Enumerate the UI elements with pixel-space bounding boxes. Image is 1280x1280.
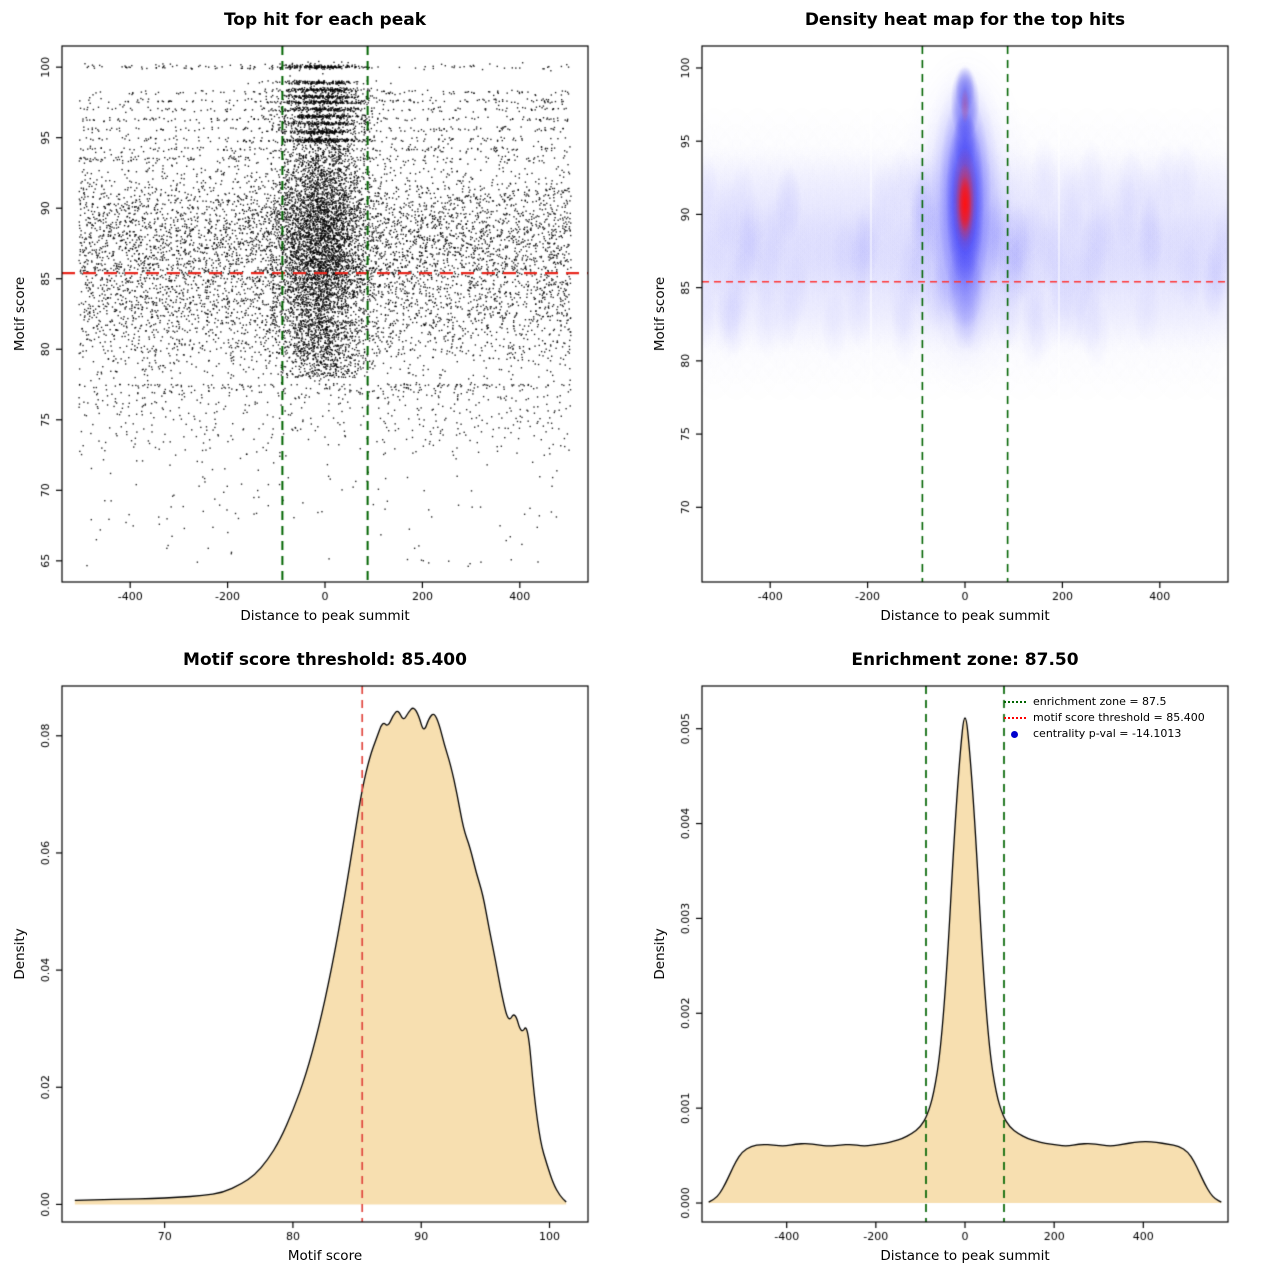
panel-top-hit-scatter: Top hit for each peak Distance to peak s…: [0, 0, 640, 640]
y-axis-label: Motif score: [12, 276, 28, 352]
x-axis-label: Motif score: [287, 1248, 363, 1264]
heatmap-canvas: [640, 0, 1280, 640]
legend-item-enrichment-zone: enrichment zone = 87.5: [1004, 694, 1205, 710]
panel-title: Motif score threshold: 85.400: [183, 650, 467, 670]
panel-title: Density heat map for the top hits: [804, 10, 1126, 30]
blue-dot-icon: [1011, 730, 1018, 738]
legend-item-centrality-pval: centrality p-val = -14.1013: [1004, 726, 1205, 742]
green-dotted-line-icon: [1004, 701, 1026, 703]
legend-label: motif score threshold = 85.400: [1033, 711, 1205, 724]
y-axis-label: Motif score: [652, 276, 668, 352]
panel-title: Top hit for each peak: [223, 10, 427, 30]
red-dotted-line-icon: [1004, 717, 1026, 719]
legend-label: centrality p-val = -14.1013: [1033, 727, 1182, 740]
y-axis-label: Density: [652, 928, 668, 980]
y-axis-label: Density: [12, 928, 28, 980]
score-density-canvas: [0, 640, 640, 1280]
panel-title: Enrichment zone: 87.50: [851, 650, 1079, 670]
x-axis-label: Distance to peak summit: [880, 1248, 1050, 1264]
x-axis-label: Distance to peak summit: [240, 608, 410, 624]
panel-density-heatmap: Density heat map for the top hits Distan…: [640, 0, 1280, 640]
panel-motif-score-density: Motif score threshold: 85.400 Motif scor…: [0, 640, 640, 1280]
legend-item-score-threshold: motif score threshold = 85.400: [1004, 710, 1205, 726]
plot-legend: enrichment zone = 87.5 motif score thres…: [1004, 694, 1205, 742]
distance-density-canvas: [640, 640, 1280, 1280]
scatter-plot-canvas: [0, 0, 640, 640]
x-axis-label: Distance to peak summit: [880, 608, 1050, 624]
legend-label: enrichment zone = 87.5: [1033, 695, 1167, 708]
panel-enrichment-zone-density: Enrichment zone: 87.50 Distance to peak …: [640, 640, 1280, 1280]
